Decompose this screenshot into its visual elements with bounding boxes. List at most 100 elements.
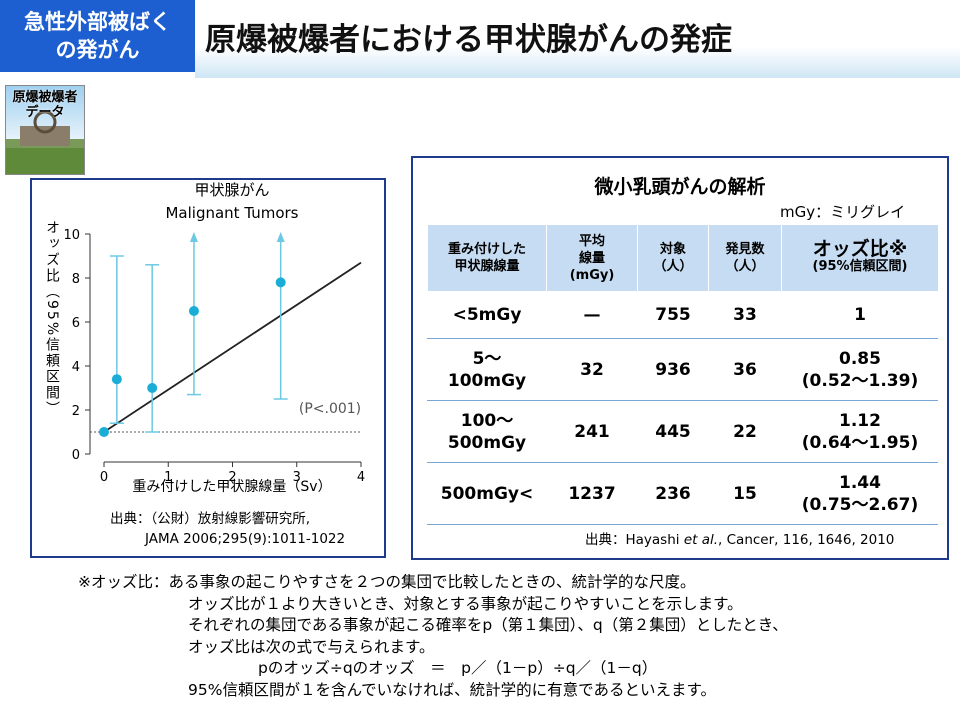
cell-line: 236: [655, 483, 691, 504]
point: [275, 277, 286, 288]
cell: 5〜 100mGy: [427, 338, 547, 401]
cell: 100〜 500mGy: [427, 400, 547, 463]
cell: 33: [708, 291, 782, 339]
cell-line: 32: [580, 359, 604, 380]
badge-image: [6, 110, 84, 174]
cell-line: (0.52〜1.39): [801, 370, 919, 391]
cell: 445: [637, 400, 709, 463]
title-bar: [195, 0, 960, 78]
note-line: pのオッズ÷qのオッズ ＝ p／（1－p）÷q／（1－q）: [258, 659, 658, 677]
x-tick-label: 0: [100, 470, 108, 485]
x-axis-label: 重み付けした甲状腺線量（Sv）: [132, 479, 331, 495]
section-line: 急性外部被ばく: [24, 10, 171, 34]
cell-line: 36: [733, 359, 757, 380]
cell-line: （人）: [653, 259, 693, 274]
chart-source: 出典：（公財）放射線影響研究所,: [110, 510, 310, 527]
x-tick-label: 2: [228, 470, 236, 485]
cell: 32: [546, 338, 638, 401]
y-tick-label: 8: [72, 272, 80, 287]
cell: 936: [637, 338, 709, 401]
note-line: ある事象の起こりやすさを２つの集団で比較したときの、統計学的な尺度。: [168, 573, 696, 591]
row: 500mGy< 1237 236 15 1.44 (0.75〜2.67): [427, 462, 938, 525]
cell-line: 445: [655, 421, 691, 442]
cell-line: 936: [655, 359, 691, 380]
cell: 1237: [546, 462, 638, 525]
annotation: (P<.001): [299, 401, 361, 417]
cell: 36: [708, 338, 782, 401]
note-label: ※オッズ比：: [78, 573, 169, 591]
cell-line: —: [583, 304, 601, 325]
unit-note: mGy：ミリグレイ: [780, 203, 906, 221]
cell-line: (95%信頼区間): [812, 259, 908, 274]
point: [111, 374, 122, 385]
x-tick-label: 1: [164, 470, 172, 485]
cell: 1.12 (0.64〜1.95): [781, 400, 938, 463]
header-cell: 重み付けした 甲状腺線量: [427, 225, 547, 291]
cell-line: （人）: [725, 259, 765, 274]
source-part: , Cancer, 116, 1646, 2010: [718, 532, 895, 548]
error-arrow: [276, 232, 285, 242]
section-line: の発がん: [55, 38, 140, 62]
cell-line: 1.44: [839, 472, 881, 493]
row: <5mGy — 755 33 1: [427, 291, 938, 339]
table-panel: [411, 156, 949, 560]
y-tick-label: 2: [72, 404, 80, 419]
note-line: オッズ比は次の式で与えられます。: [188, 637, 435, 656]
header-cell: 対象 （人）: [637, 225, 709, 291]
note-line: それぞれの集団である事象が起こる確率をp（第１集団）、q（第２集団）としたとき、: [188, 616, 788, 634]
header-cell: 平均 線量 (mGy): [546, 225, 638, 291]
cell-line: 100〜: [460, 410, 514, 431]
note-line: オッズ比が１より大きいとき、対象とする事象が起こりやすいことを示します。: [188, 594, 743, 613]
cell: 500mGy<: [427, 462, 547, 525]
y-tick-label: 0: [72, 448, 80, 463]
badge: 原爆被爆者 データ: [5, 85, 85, 175]
row: 5〜 100mGy 32 936 36 0.85 (0.52〜1.39): [427, 338, 938, 401]
badge-line: データ: [25, 105, 65, 120]
point: [188, 306, 199, 316]
table-source: 出典：Hayashi et al., Cancer, 116, 1646, 20…: [585, 528, 894, 548]
header-row: 重み付けした 甲状腺線量 平均 線量 (mGy) 対象 （人） 発見数 （人） オッズ比※ (95%…: [427, 225, 938, 291]
source-part: et al.: [683, 532, 719, 548]
cell: 236: [637, 462, 709, 525]
cell: 0.85 (0.52〜1.39): [781, 338, 938, 401]
point: [147, 383, 158, 393]
table-title: 微小乳頭がんの解析: [594, 176, 766, 198]
cell-line: 1.12: [839, 410, 881, 431]
cell-line: 15: [733, 483, 757, 504]
chart-subtitle: Malignant Tumors: [165, 204, 298, 222]
y-tick-label: 10: [63, 228, 80, 243]
note-line: 95%信頼区間が１を含んでいなければ、統計学的に有意であるといえます。: [188, 680, 716, 699]
cell: 22: [708, 400, 782, 463]
cell-line: 5〜: [472, 348, 502, 369]
x-tick-label: 3: [293, 470, 301, 485]
cell-line: (0.75〜2.67): [801, 494, 919, 515]
cell: 241: [546, 400, 638, 463]
cell-line: 線量: [578, 250, 605, 266]
badge-text: 原爆被爆者 データ: [6, 90, 84, 120]
cell-line: 0.85: [839, 348, 881, 369]
cell: 15: [708, 462, 782, 525]
cell-line: 500mGy: [447, 432, 527, 453]
chart-panel: [30, 178, 386, 558]
chart: 甲状腺がん Malignant Tumors 0 2 4 6 8 10 0 1 2 3 4 重み付けした甲…: [44, 181, 365, 547]
cell-line: 100mGy: [447, 370, 527, 391]
slide-title: 原爆被爆者における甲状腺がんの発症: [205, 22, 732, 58]
cell-line: <5mGy: [452, 304, 522, 325]
header-cell: オッズ比※ (95%信頼区間): [781, 225, 938, 291]
source-part: 出典：Hayashi: [585, 532, 684, 548]
cell-line: 発見数: [725, 242, 765, 257]
y-tick-label: 4: [72, 360, 80, 375]
cell-line: 平均: [578, 233, 605, 249]
cell-line: 500mGy<: [440, 483, 534, 504]
cell-line: (mGy): [569, 267, 615, 283]
fit-line: [103, 261, 362, 433]
cell-line: (0.64〜1.95): [801, 432, 919, 453]
cell: <5mGy: [427, 291, 547, 339]
cell: 1.44 (0.75〜2.67): [781, 462, 938, 525]
cell-line: 1: [854, 304, 866, 325]
section-label: 急性外部被ばく の発がん: [0, 0, 195, 72]
x-tick-label: 4: [357, 470, 365, 485]
cell-line: オッズ比※: [812, 238, 908, 260]
point: [99, 427, 109, 437]
